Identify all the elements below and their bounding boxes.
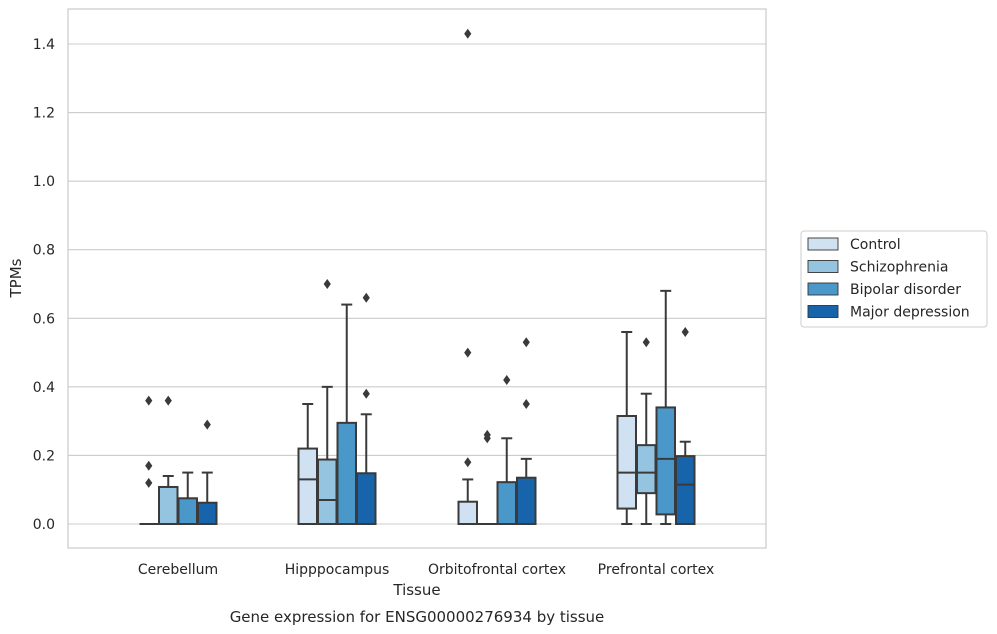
box [297, 447, 318, 526]
box-plot [675, 327, 696, 525]
y-tick-label: 1.2 [33, 106, 55, 122]
gridlines [68, 43, 766, 525]
outlier-point [203, 419, 211, 430]
y-tick-label: 0.2 [33, 448, 55, 464]
plot-frame [67, 8, 767, 549]
y-axis-label: TPMs [7, 258, 25, 298]
outlier-point [522, 399, 530, 409]
outlier-point [362, 388, 370, 399]
figure-caption: Gene expression for ENSG00000276934 by t… [230, 608, 605, 626]
box [336, 421, 357, 526]
y-tick-label: 0.8 [33, 243, 55, 259]
outlier-point [145, 395, 153, 406]
box [317, 458, 338, 525]
box-plot [496, 375, 517, 525]
box-plot [336, 303, 357, 526]
legend-frame [800, 230, 988, 328]
x-axis-label: Tissue [392, 581, 440, 599]
box-plot [158, 395, 179, 526]
outlier-point [145, 477, 153, 488]
box [197, 501, 218, 526]
box-plot [655, 289, 676, 525]
outlier-point [464, 28, 472, 39]
box-plot [616, 331, 637, 525]
y-tick-label: 0.6 [33, 311, 55, 327]
legend-swatch [807, 237, 839, 251]
x-tick-label: Cerebellum [138, 562, 218, 578]
box-plot [516, 337, 537, 526]
outlier-point [323, 279, 331, 289]
box-plot [317, 279, 338, 525]
x-tick-label: Prefrontal cortex [598, 562, 715, 578]
legend-label: Bipolar disorder [850, 282, 961, 298]
legend-swatch [807, 260, 839, 273]
y-tick-label: 1.0 [33, 174, 55, 190]
outlier-point [522, 337, 530, 348]
box [675, 455, 696, 525]
outlier-point [483, 429, 491, 440]
y-tick-label: 1.4 [33, 37, 55, 53]
box-plot [457, 28, 478, 526]
legend: Control Schizophrenia Bipolar disorder Majo… [800, 230, 988, 328]
box [516, 476, 537, 526]
box [158, 485, 179, 526]
legend-label: Major depression [850, 305, 970, 321]
outlier-point [681, 327, 689, 337]
box-plot [478, 429, 497, 525]
y-axis-ticks: 0.0 0.2 0.4 0.6 0.8 1.0 1.2 1.4 [33, 37, 55, 533]
outlier-point [145, 460, 153, 471]
box-plot [297, 403, 318, 526]
box-plots [139, 28, 696, 526]
outlier-point [503, 375, 511, 385]
outlier-point [362, 292, 370, 303]
x-tick-label: Orbitofrontal cortex [428, 562, 566, 578]
box [616, 415, 637, 510]
outlier-point [464, 457, 472, 468]
box [496, 481, 517, 525]
box-plot [177, 471, 198, 525]
box-plot [139, 395, 158, 525]
y-tick-label: 0.4 [33, 380, 55, 396]
box [457, 500, 478, 526]
x-tick-label: Hipppocampus [285, 562, 390, 578]
outlier-point [642, 337, 650, 348]
box [356, 472, 377, 525]
outlier-point [464, 347, 472, 358]
legend-swatch [807, 305, 839, 318]
y-tick-label: 0.0 [33, 517, 55, 533]
x-axis-ticks: Cerebellum Hipppocampus Orbitofrontal cort… [138, 562, 714, 578]
legend-swatch [807, 282, 839, 296]
box [177, 497, 198, 525]
box-plot [197, 419, 218, 526]
box [636, 444, 657, 495]
legend-label: Control [850, 237, 901, 253]
box [655, 406, 676, 516]
box-plot [356, 292, 377, 525]
box-plot [636, 337, 657, 525]
outlier-point [164, 395, 172, 406]
legend-label: Schizophrenia [850, 260, 948, 276]
